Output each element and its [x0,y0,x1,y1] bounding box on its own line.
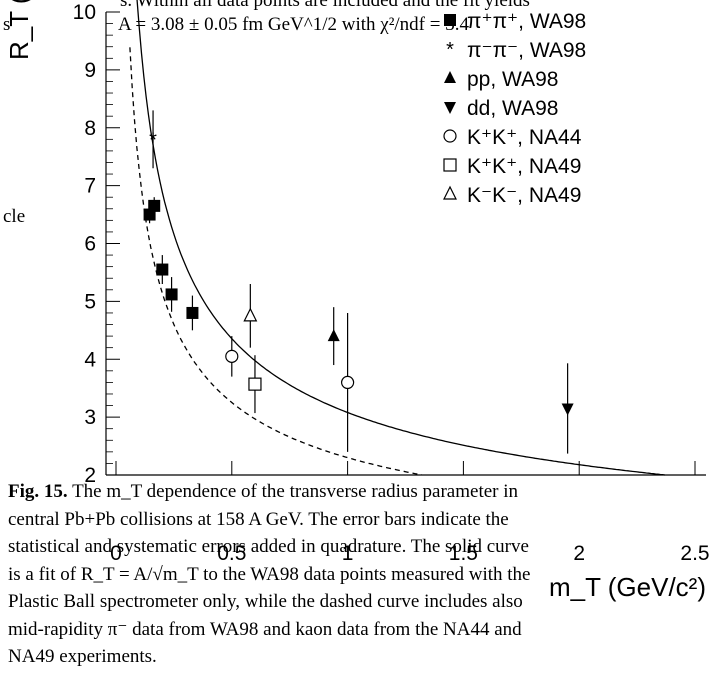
data-point-0-4 [186,306,199,319]
y-tick-label: 9 [84,59,96,82]
y-tick-label: 2 [84,464,96,487]
data-point-5-0 [248,377,262,391]
x-tick-label: 0 [110,542,122,565]
legend-label-0: π⁺π⁺, WA98 [467,10,586,33]
dashed-fit-curve [129,47,422,476]
data-point-4-1 [341,375,355,389]
legend-marker-4 [443,129,457,143]
legend-label-4: K⁺K⁺, NA44 [467,126,582,149]
data-point-1-0: * [149,129,157,151]
y-tick-label: 6 [84,233,96,256]
legend-marker-2 [444,71,456,83]
data-point-0-1 [148,199,161,212]
x-tick-label: 2 [573,542,585,565]
legend-marker-6 [443,185,457,200]
legend-marker-3 [444,102,456,114]
legend-label-3: dd, WA98 [467,97,558,120]
x-axis-label: m_T (GeV/c²) [549,572,706,602]
x-tick-label: 1.5 [449,542,478,565]
y-axis-label: R_T (fm) [4,0,34,60]
x-tick-label: 2.5 [680,542,709,565]
margin-fragment-1: s [3,14,10,35]
caption-line-1: The m_T dependence of the transverse rad… [72,481,519,502]
legend-label-2: pp, WA98 [467,68,558,91]
legend-marker-0 [444,14,456,26]
caption-line-7: NA49 experiments. [8,646,157,667]
y-tick-label: 8 [84,117,96,140]
legend-label-6: K⁻K⁻, NA49 [467,184,581,207]
data-point-2-0 [327,329,340,342]
solid-fit-curve [136,0,665,476]
y-tick-label: 10 [73,1,96,24]
caption-line-2: central Pb+Pb collisions at 158 A GeV. T… [8,508,509,530]
data-point-3-0 [561,403,574,416]
caption-line-5: Plastic Ball spectrometer only, while th… [8,591,523,612]
y-tick-label: 4 [84,348,96,371]
legend-marker-1: * [446,39,454,61]
caption-line-4: is a fit of R_T = A/√m_T to the WA98 dat… [8,563,531,585]
caption-line-3: statistical and systematic errors added … [8,536,529,557]
margin-fragment-2: cle [3,206,25,227]
data-point-0-3 [165,288,178,301]
y-tick-label: 7 [84,175,96,198]
top-text-line-1: s. Within all data points are included a… [120,0,530,11]
figure-caption: Fig. 15. The m_T dependence of the trans… [8,478,708,671]
legend-label-1: π⁻π⁻, WA98 [467,39,586,62]
data-point-0-2 [156,263,169,276]
x-tick-label: 0.5 [217,542,246,565]
top-text-line-2: A = 3.08 ± 0.05 fm GeV^1/2 with χ²/ndf =… [118,14,469,35]
data-point-6-0 [243,307,258,322]
y-tick-label: 5 [84,290,96,313]
legend-label-5: K⁺K⁺, NA49 [467,155,581,178]
y-tick-label: 3 [84,406,96,429]
x-tick-label: 1 [342,542,354,565]
legend-marker-5 [443,158,457,172]
data-point-4-0 [225,349,239,363]
caption-label: Fig. 15. [8,481,68,502]
caption-line-6: mid-rapidity π⁻ data from WA98 and kaon … [8,618,522,640]
plot-background [106,40,706,475]
